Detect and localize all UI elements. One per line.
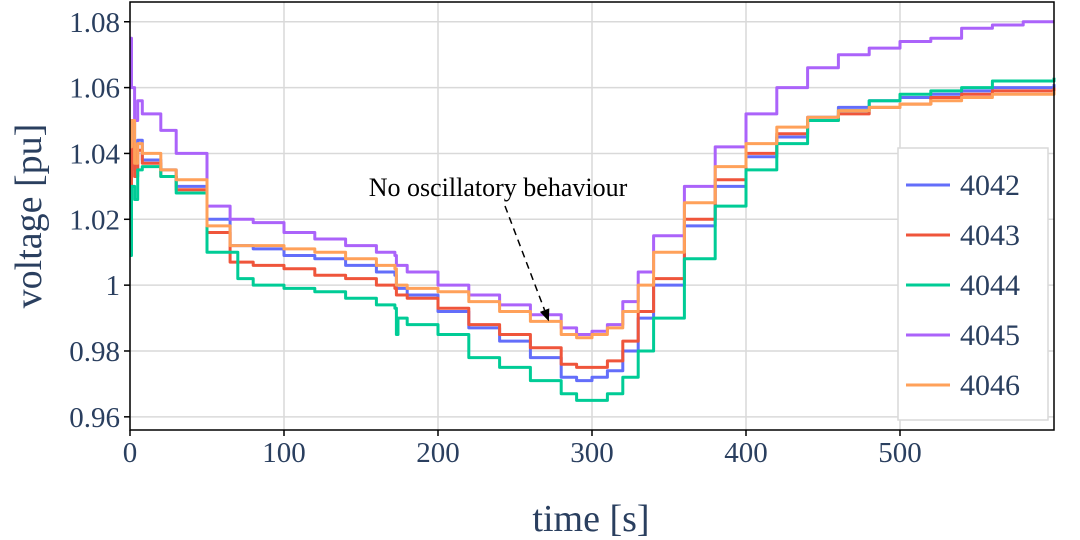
y-tick-label: 1.08 (69, 7, 120, 39)
legend-label-4043: 4043 (960, 219, 1020, 252)
y-tick-label: 1.06 (69, 73, 120, 105)
y-axis-ticks: 0.96 0.98 1 1.02 1.04 1.06 1.08 (69, 7, 130, 434)
annotation: No oscillatory behaviour (369, 173, 628, 322)
x-tick-label: 0 (123, 437, 138, 469)
legend-label-4044: 4044 (960, 269, 1020, 302)
y-axis-title: voltage [pu] (8, 124, 50, 309)
legend-label-4045: 4045 (960, 319, 1020, 352)
x-tick-label: 300 (570, 437, 614, 469)
series-lines (130, 20, 1056, 402)
x-tick-label: 100 (262, 437, 306, 469)
annotation-arrow-head (539, 308, 550, 322)
x-tick-label: 500 (878, 437, 922, 469)
legend-label-4042: 4042 (960, 169, 1020, 202)
y-tick-label: 0.98 (69, 336, 120, 368)
x-tick-label: 200 (416, 437, 460, 469)
x-tick-label: 400 (724, 437, 768, 469)
series-line-4046 (130, 90, 1056, 340)
y-tick-label: 1.04 (69, 138, 120, 170)
legend-label-4046: 4046 (960, 369, 1020, 402)
x-axis-ticks: 0 100 200 300 400 500 (123, 430, 922, 469)
y-tick-label: 0.96 (69, 402, 120, 434)
series-line-4045 (130, 20, 1054, 336)
annotation-arrow-line (504, 205, 546, 311)
y-tick-label: 1 (106, 270, 121, 302)
legend: 4042 4043 4044 4045 4046 (897, 147, 1049, 421)
annotation-text: No oscillatory behaviour (369, 173, 628, 202)
y-tick-label: 1.02 (69, 204, 120, 236)
x-axis-title: time [s] (532, 498, 649, 540)
